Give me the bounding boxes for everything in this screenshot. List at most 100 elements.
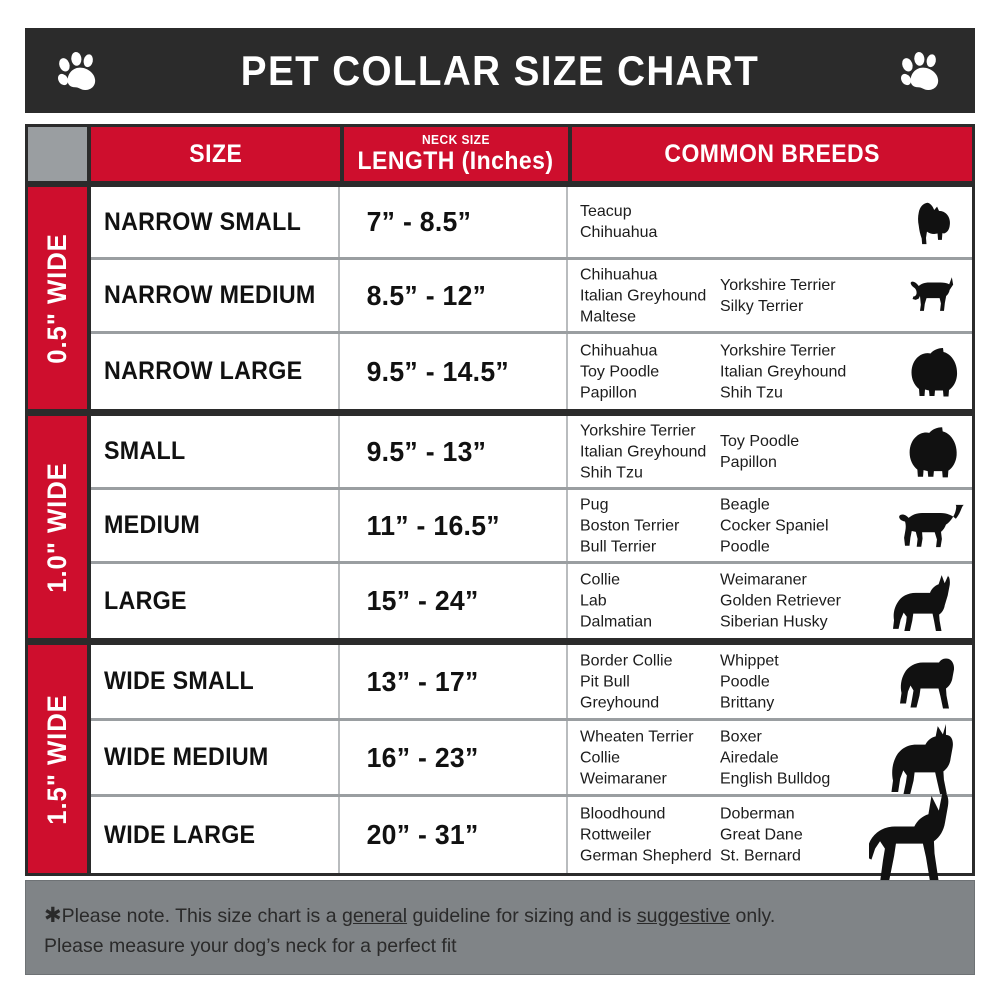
width-group-0-label-text: 0.5" WIDE (42, 232, 72, 364)
paw-print-icon (57, 52, 96, 91)
breed-item: Pug (580, 496, 609, 513)
cell-breeds: Pug Boston Terrier Bull Terrier Beagle C… (568, 490, 972, 561)
asterisk-icon: ✱ (44, 904, 62, 927)
cell-size-text: NARROW MEDIUM (104, 281, 316, 309)
width-group-2-label-text: 1.5" WIDE (42, 693, 72, 825)
cell-size: SMALL (91, 416, 340, 487)
cell-size: LARGE (91, 564, 340, 638)
breeds-column-2: Toy Poodle Papillon (720, 431, 870, 473)
breed-item: Toy Poodle (580, 363, 660, 380)
cell-size-text: NARROW LARGE (104, 357, 303, 385)
breed-item: English Bulldog (720, 770, 831, 787)
cell-length: 11” - 16.5” (340, 490, 568, 561)
footer-underline-suggestive: suggestive (636, 905, 731, 927)
breeds-column-1: Collie Lab Dalmatian (580, 570, 720, 633)
breed-item: Golden Retriever (720, 592, 841, 610)
size-chart-table: SIZE NECK SIZE LENGTH (Inches) COMMON BR… (25, 124, 975, 887)
table-row[interactable]: WIDE LARGE 20” - 31” Bloodhound Rottweil… (91, 791, 972, 887)
header-banner: PET COLLAR SIZE CHART (25, 28, 975, 113)
breed-item: Shih Tzu (580, 464, 643, 481)
cell-size: NARROW MEDIUM (91, 260, 340, 331)
width-group-2-label: 1.5" WIDE (28, 645, 87, 873)
table-row[interactable]: MEDIUM 11” - 16.5” Pug Boston Terrier Bu… (91, 490, 972, 564)
cell-length: 13” - 17” (340, 645, 568, 718)
cell-length-text: 20” - 31” (366, 819, 479, 850)
breed-item: Collie (580, 571, 621, 589)
bulldog-silhouette (900, 658, 955, 708)
cell-length-text: 7” - 8.5” (366, 206, 472, 237)
cell-size: NARROW SMALL (91, 187, 340, 257)
breed-item: Cocker Spaniel (720, 517, 829, 534)
table-row[interactable]: SMALL 9.5” - 13” Yorkshire Terrier Itali… (91, 416, 972, 490)
pomeranian-silhouette (909, 426, 957, 477)
breeds-column-2: Doberman Great Dane St. Bernard (720, 804, 870, 867)
breeds-column-1: Teacup Chihuahua (580, 201, 720, 243)
breeds-column-2: Yorkshire Terrier Silky Terrier (720, 275, 870, 317)
table-row[interactable]: NARROW MEDIUM 8.5” - 12” Chihuahua Itali… (91, 260, 972, 334)
chihuahua-silhouette (910, 276, 954, 311)
breed-item: Toy Poodle (720, 432, 800, 450)
breed-item: Great Dane (720, 826, 803, 844)
width-group-0-label: 0.5" WIDE (28, 187, 87, 409)
breeds-column-1: Bloodhound Rottweiler German Shepherd (580, 804, 720, 867)
column-header-size-label: SIZE (189, 139, 242, 168)
table-row[interactable]: NARROW LARGE 9.5” - 14.5” Chihuahua Toy … (91, 334, 972, 409)
table-row[interactable]: NARROW SMALL 7” - 8.5” Teacup Chihuahua (91, 187, 972, 260)
column-header-breeds-label: COMMON BREEDS (664, 139, 880, 168)
column-header-size: SIZE (91, 127, 340, 181)
breeds-column-2: Beagle Cocker Spaniel Poodle (720, 494, 870, 557)
table-row[interactable]: WIDE MEDIUM 16” - 23” Wheaten Terrier Co… (91, 721, 972, 797)
width-group-0-rows: NARROW SMALL 7” - 8.5” Teacup Chihuahua (91, 187, 972, 409)
cell-size: WIDE SMALL (91, 645, 340, 718)
breed-item: Italian Greyhound (720, 363, 847, 380)
width-group-2-rows: WIDE SMALL 13” - 17” Border Collie Pit B… (91, 645, 972, 887)
breed-item: Italian Greyhound (580, 287, 707, 304)
breed-item: Lab (580, 592, 607, 610)
cell-length-text: 9.5” - 14.5” (366, 355, 510, 387)
doberman-silhouette (869, 791, 949, 887)
cell-breeds: Chihuahua Italian Greyhound Maltese York… (568, 260, 972, 331)
breed-item: Dalmatian (580, 613, 653, 631)
cell-breeds: Border Collie Pit Bull Greyhound Whippet… (568, 645, 972, 718)
cell-size-text: LARGE (104, 586, 187, 615)
cell-breeds: Collie Lab Dalmatian Weimaraner Golden R… (568, 564, 972, 638)
breed-item: Boxer (720, 728, 762, 745)
breeds-column-2: Boxer Airedale English Bulldog (720, 726, 870, 789)
breeds-column-1: Pug Boston Terrier Bull Terrier (580, 494, 720, 557)
breed-item: Yorkshire Terrier (720, 342, 836, 359)
breed-item: Papillon (580, 384, 637, 401)
breed-item: Chihuahua (580, 342, 658, 359)
cell-length: 7” - 8.5” (340, 187, 568, 257)
cell-size-text: SMALL (104, 437, 186, 465)
breeds-column-1: Yorkshire Terrier Italian Greyhound Shih… (580, 420, 720, 483)
breed-item: Brittany (720, 694, 775, 711)
cell-length: 9.5” - 14.5” (340, 334, 568, 409)
breed-item: Bull Terrier (580, 538, 657, 555)
cell-length: 8.5” - 12” (340, 260, 568, 331)
width-group-1-rows: SMALL 9.5” - 13” Yorkshire Terrier Itali… (91, 416, 972, 638)
breeds-column-1: Border Collie Pit Bull Greyhound (580, 650, 720, 713)
table-row[interactable]: LARGE 15” - 24” Collie Lab Dalmatian Wei… (91, 564, 972, 638)
cell-length-text: 9.5” - 13” (366, 435, 487, 467)
width-group-1-label-text: 1.0" WIDE (42, 461, 72, 593)
breeds-column-1: Chihuahua Toy Poodle Papillon (580, 340, 720, 403)
cell-size-text: WIDE SMALL (104, 667, 255, 695)
cell-size-text: WIDE MEDIUM (104, 743, 269, 771)
column-header-neck-size-label: NECK SIZE (422, 131, 490, 147)
column-header-length-label: LENGTH (Inches) (357, 146, 555, 175)
breed-item: Doberman (720, 805, 795, 823)
breed-item: Italian Greyhound (580, 443, 707, 460)
breed-item: Silky Terrier (720, 297, 804, 315)
footer-line1-c: only. (730, 905, 776, 927)
cell-length: 20” - 31” (340, 797, 568, 873)
breed-item: Collie (580, 749, 621, 766)
breed-item: Wheaten Terrier (580, 728, 694, 745)
footer-line-1: ✱Please note. This size chart is a gener… (44, 901, 974, 931)
cell-length: 9.5” - 13” (340, 416, 568, 487)
footer-underline-general: general (341, 905, 408, 927)
breed-item: Whippet (720, 652, 779, 669)
breed-item: Weimaraner (720, 571, 807, 589)
column-header-length: NECK SIZE LENGTH (Inches) (344, 127, 568, 181)
breeds-column-2: Weimaraner Golden Retriever Siberian Hus… (720, 570, 870, 633)
table-row[interactable]: WIDE SMALL 13” - 17” Border Collie Pit B… (91, 645, 972, 721)
